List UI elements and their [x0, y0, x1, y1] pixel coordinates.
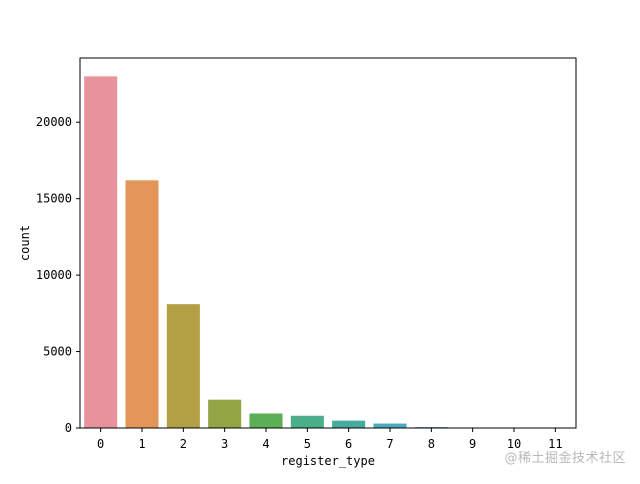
x-tick-label: 4: [262, 437, 269, 451]
bar-4: [249, 413, 282, 428]
y-axis: 0 5000 10000 15000 20000: [36, 115, 80, 435]
bar-0: [84, 76, 117, 428]
y-tick-label: 5000: [43, 345, 72, 359]
y-axis-label: count: [18, 225, 32, 261]
x-tick-label: 2: [180, 437, 187, 451]
bar-6: [332, 421, 365, 428]
bar-1: [125, 180, 158, 428]
x-axis-label: register_type: [281, 454, 375, 468]
y-tick-label: 15000: [36, 192, 72, 206]
bar-7: [373, 424, 406, 428]
bar-5: [291, 416, 324, 428]
x-tick-label: 5: [304, 437, 311, 451]
y-tick-label: 10000: [36, 268, 72, 282]
x-tick-label: 6: [345, 437, 352, 451]
bar-2: [167, 304, 200, 428]
bar-3: [208, 400, 241, 428]
x-tick-label: 8: [428, 437, 435, 451]
bars-layer: [84, 76, 572, 428]
x-tick-label: 7: [386, 437, 393, 451]
y-tick-label: 20000: [36, 115, 72, 129]
x-tick-label: 9: [469, 437, 476, 451]
x-tick-label: 1: [138, 437, 145, 451]
x-tick-label: 3: [221, 437, 228, 451]
y-tick-label: 0: [65, 421, 72, 435]
watermark: @稀土掘金技术社区: [504, 447, 626, 466]
x-tick-label: 0: [97, 437, 104, 451]
